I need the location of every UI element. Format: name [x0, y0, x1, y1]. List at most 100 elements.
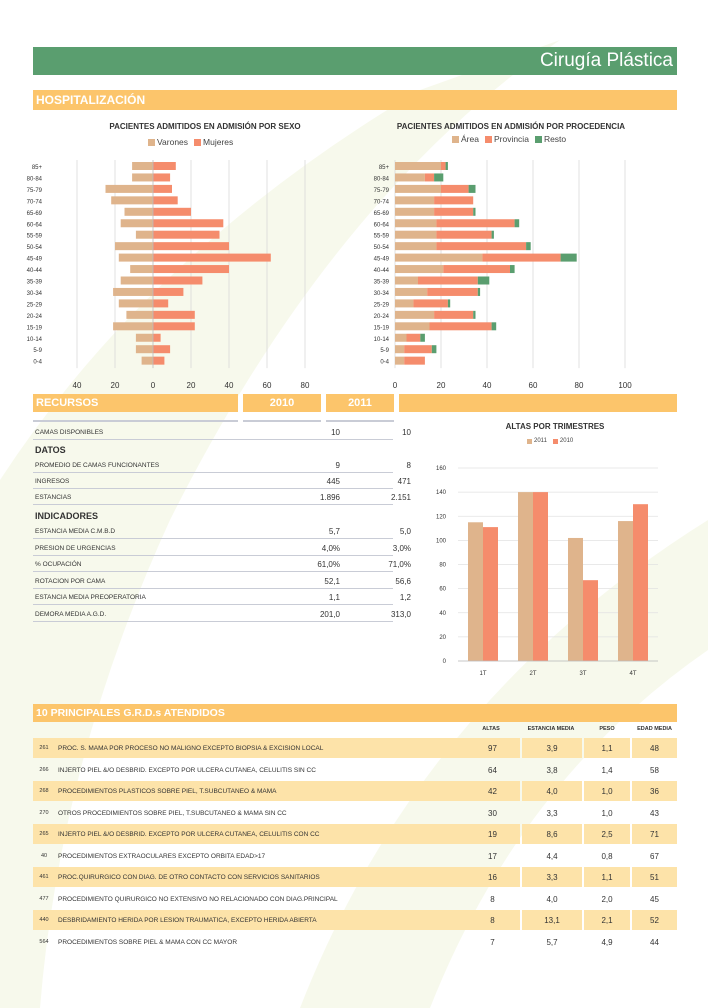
bar-mujeres [153, 333, 161, 342]
category-label: 45-49 [374, 257, 390, 263]
indicadores-title: INDICADORES [35, 511, 99, 521]
category-label: 75-79 [27, 188, 43, 194]
bar-provincia [482, 253, 561, 262]
grd-estancia: 5,7 [546, 937, 558, 947]
bar-mujeres [153, 230, 220, 239]
grd-edad: 52 [632, 910, 677, 930]
grd-edad: 43 [650, 808, 659, 818]
grd-description: INJERTO PIEL &/O DESBRID. EXCEPTO POR UL… [55, 824, 495, 844]
bar-mujeres [153, 345, 171, 354]
legend-varones: Varones [148, 137, 188, 147]
recursos-row-label: ROTACION POR CAMA [35, 577, 106, 585]
grd-row: 261 PROC. S. MAMA POR PROCESO NO MALIGNO … [33, 738, 677, 758]
bar-resto [477, 287, 481, 296]
bar-2010 [583, 580, 598, 661]
x-tick-label: 40 [483, 381, 492, 390]
x-tick-label: 40 [225, 381, 234, 390]
recursos-row-2011: 71,0% [388, 560, 411, 569]
y-tick-label: 140 [436, 490, 447, 496]
grd-code: 265 [33, 824, 55, 844]
legend-swatch [484, 135, 492, 143]
recursos-row-2011: 1,2 [399, 593, 411, 602]
x-tick-label: 3T [579, 671, 586, 677]
grd-row: 266 INJERTO PIEL &/O DESBRID. EXCEPTO POR… [33, 760, 677, 780]
grd-altas: 17 [488, 851, 497, 861]
category-label: 30-34 [27, 291, 43, 297]
bar-mujeres [153, 276, 203, 285]
recursos-row-2011: 8 [406, 461, 411, 470]
bar-provincia [429, 322, 492, 331]
bar-resto [447, 299, 451, 308]
grd-peso: 1,4 [601, 765, 613, 775]
bar-mujeres [153, 253, 271, 262]
category-label: 65-69 [374, 211, 390, 217]
grd-edad: 58 [650, 765, 659, 775]
bar-resto [473, 310, 476, 319]
grd-estancia: 4,4 [546, 851, 558, 861]
bar-2011 [568, 537, 583, 661]
recursos-row-label: PRESION DE URGENCIAS [35, 544, 116, 552]
bar-2010 [483, 527, 498, 661]
grd-estancia: 13,1 [522, 910, 582, 930]
bar-provincia [436, 219, 515, 228]
bar-provincia [441, 184, 469, 193]
bar-area [395, 207, 435, 216]
x-tick-label: 2T [529, 671, 536, 677]
bar-area [395, 322, 430, 331]
category-label: 50-54 [27, 245, 43, 251]
chart-procedencia-title: PACIENTES ADMITIDOS EN ADMISIÓN POR PROC… [396, 122, 626, 131]
bar-2010 [633, 504, 648, 661]
bar-varones [105, 184, 153, 193]
grd-altas: 97 [465, 738, 520, 758]
grd-estancia: 4,0 [522, 781, 582, 801]
chart-sexo-title: PACIENTES ADMITIDOS EN ADMISIÓN POR SEXO [109, 122, 301, 131]
recursos-row-2011: 5,0 [399, 527, 411, 536]
bar-resto [477, 276, 490, 285]
grd-peso: 4,9 [601, 937, 613, 947]
legend-mujeres: Mujeres [194, 137, 233, 147]
bar-area [395, 276, 418, 285]
col-2010-header: 2010 [243, 394, 321, 412]
category-label: 35-39 [27, 280, 43, 286]
legend-label: Varones [157, 137, 189, 147]
bar-mujeres [153, 287, 184, 296]
grd-code: 461 [33, 867, 55, 887]
grd-code: 270 [39, 809, 49, 816]
legend-label: Resto [543, 134, 567, 144]
bar-provincia [427, 287, 478, 296]
recursos-row: CAMAS DISPONIBLES 10 10 [33, 424, 411, 440]
bar-varones [111, 196, 153, 205]
grd-header-altas: ALTAS [482, 726, 500, 732]
x-tick-label: 20 [437, 381, 446, 390]
grd-description: PROCEDIMIENTOS PLASTICOS SOBRE PIEL, T.S… [55, 781, 495, 801]
grd-edad: 71 [632, 824, 677, 844]
recursos-row-2010: 1.896 [319, 493, 340, 502]
category-label: 60-64 [27, 222, 43, 228]
bar-varones [135, 345, 153, 354]
recursos-row-2010: 61,0% [317, 560, 340, 569]
chart-procedencia-legend: Área Provincia Resto [452, 134, 566, 144]
bar-provincia [404, 345, 432, 354]
bar-provincia [436, 242, 527, 251]
recursos-row-label: INGRESOS [35, 478, 70, 485]
category-label: 0-4 [33, 360, 42, 366]
recursos-row-label: ESTANCIA MEDIA PREOPERATORIA [35, 594, 146, 601]
grd-estancia: 4,0 [546, 894, 558, 904]
recursos-row-label: ESTANCIAS [35, 494, 72, 501]
legend-swatch [534, 135, 542, 143]
col-2010-label: 2010 [269, 397, 295, 409]
bar-area [395, 162, 441, 170]
bar-varones [130, 265, 153, 274]
divider [326, 420, 394, 422]
grd-title: 10 PRINCIPALES G.R.D.s ATENDIDOS [36, 707, 225, 719]
bar-resto [431, 345, 437, 354]
legend-label: 2011 [534, 438, 547, 444]
bar-resto [526, 242, 531, 251]
grd-description: PROC. S. MAMA POR PROCESO NO MALIGNO EXC… [55, 738, 495, 758]
bar-resto [491, 230, 494, 239]
bar-area [395, 184, 441, 193]
grd-edad: 51 [632, 867, 677, 887]
page-title: Cirugía Plástica [539, 50, 673, 71]
bar-mujeres [153, 207, 191, 216]
bar-varones [113, 287, 153, 296]
